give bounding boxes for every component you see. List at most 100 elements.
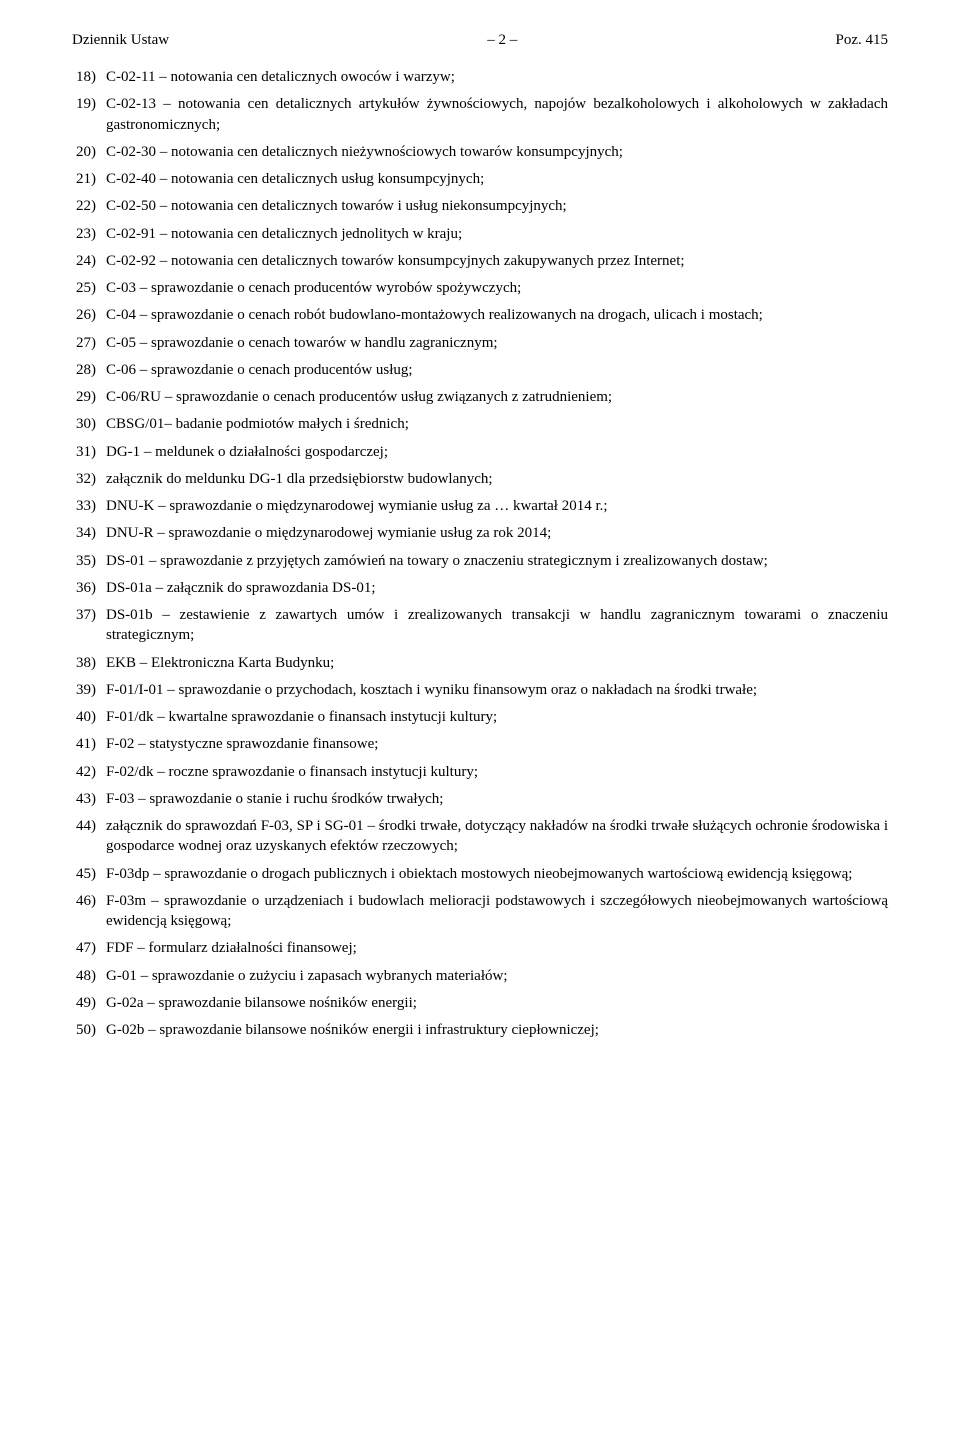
list-item: 23)C-02-91 – notowania cen detalicznych … [72, 224, 888, 244]
item-number: 20) [72, 142, 106, 162]
item-text: EKB – Elektroniczna Karta Budynku; [106, 653, 888, 673]
list-item: 29)C-06/RU – sprawozdanie o cenach produ… [72, 387, 888, 407]
item-text: DS-01b – zestawienie z zawartych umów i … [106, 605, 888, 646]
list-item: 41)F-02 – statystyczne sprawozdanie fina… [72, 734, 888, 754]
item-text: G-01 – sprawozdanie o zużyciu i zapasach… [106, 966, 888, 986]
item-number: 49) [72, 993, 106, 1013]
item-number: 48) [72, 966, 106, 986]
item-text: załącznik do sprawozdań F-03, SP i SG-01… [106, 816, 888, 857]
item-number: 39) [72, 680, 106, 700]
list-item: 20)C-02-30 – notowania cen detalicznych … [72, 142, 888, 162]
item-text: FDF – formularz działalności finansowej; [106, 938, 888, 958]
item-number: 27) [72, 333, 106, 353]
list-item: 21)C-02-40 – notowania cen detalicznych … [72, 169, 888, 189]
list-item: 33)DNU-K – sprawozdanie o międzynarodowe… [72, 496, 888, 516]
list-item: 26)C-04 – sprawozdanie o cenach robót bu… [72, 305, 888, 325]
item-number: 45) [72, 864, 106, 884]
item-number: 28) [72, 360, 106, 380]
item-text: załącznik do meldunku DG-1 dla przedsięb… [106, 469, 888, 489]
item-text: C-05 – sprawozdanie o cenach towarów w h… [106, 333, 888, 353]
item-number: 30) [72, 414, 106, 434]
item-number: 31) [72, 442, 106, 462]
list-item: 36)DS-01a – załącznik do sprawozdania DS… [72, 578, 888, 598]
list-item: 32)załącznik do meldunku DG-1 dla przeds… [72, 469, 888, 489]
item-number: 44) [72, 816, 106, 836]
list-item: 24)C-02-92 – notowania cen detalicznych … [72, 251, 888, 271]
list-item: 19)C-02-13 – notowania cen detalicznych … [72, 94, 888, 135]
list-item: 43)F-03 – sprawozdanie o stanie i ruchu … [72, 789, 888, 809]
list-item: 37)DS-01b – zestawienie z zawartych umów… [72, 605, 888, 646]
item-number: 29) [72, 387, 106, 407]
item-number: 32) [72, 469, 106, 489]
item-text: F-03m – sprawozdanie o urządzeniach i bu… [106, 891, 888, 932]
item-text: C-02-50 – notowania cen detalicznych tow… [106, 196, 888, 216]
item-text: C-02-92 – notowania cen detalicznych tow… [106, 251, 888, 271]
item-number: 36) [72, 578, 106, 598]
item-text: C-03 – sprawozdanie o cenach producentów… [106, 278, 888, 298]
item-text: DG-1 – meldunek o działalności gospodarc… [106, 442, 888, 462]
item-number: 38) [72, 653, 106, 673]
item-text: F-03dp – sprawozdanie o drogach publiczn… [106, 864, 888, 884]
list-item: 22)C-02-50 – notowania cen detalicznych … [72, 196, 888, 216]
list-item: 42)F-02/dk – roczne sprawozdanie o finan… [72, 762, 888, 782]
list-item: 34)DNU-R – sprawozdanie o międzynarodowe… [72, 523, 888, 543]
item-number: 21) [72, 169, 106, 189]
item-text: C-06/RU – sprawozdanie o cenach producen… [106, 387, 888, 407]
list-item: 31)DG-1 – meldunek o działalności gospod… [72, 442, 888, 462]
item-number: 34) [72, 523, 106, 543]
list-item: 44)załącznik do sprawozdań F-03, SP i SG… [72, 816, 888, 857]
list-item: 25)C-03 – sprawozdanie o cenach producen… [72, 278, 888, 298]
item-text: F-01/dk – kwartalne sprawozdanie o finan… [106, 707, 888, 727]
item-number: 50) [72, 1020, 106, 1040]
list-item: 28)C-06 – sprawozdanie o cenach producen… [72, 360, 888, 380]
item-text: C-02-11 – notowania cen detalicznych owo… [106, 67, 888, 87]
item-text: C-06 – sprawozdanie o cenach producentów… [106, 360, 888, 380]
item-text: C-02-40 – notowania cen detalicznych usł… [106, 169, 888, 189]
item-text: DS-01 – sprawozdanie z przyjętych zamówi… [106, 551, 888, 571]
item-number: 37) [72, 605, 106, 625]
items-list: 18)C-02-11 – notowania cen detalicznych … [72, 67, 888, 1040]
item-number: 22) [72, 196, 106, 216]
item-number: 40) [72, 707, 106, 727]
item-text: DNU-K – sprawozdanie o międzynarodowej w… [106, 496, 888, 516]
item-text: F-03 – sprawozdanie o stanie i ruchu śro… [106, 789, 888, 809]
item-number: 26) [72, 305, 106, 325]
item-number: 42) [72, 762, 106, 782]
item-text: F-02 – statystyczne sprawozdanie finanso… [106, 734, 888, 754]
item-number: 19) [72, 94, 106, 114]
item-number: 23) [72, 224, 106, 244]
item-text: C-02-13 – notowania cen detalicznych art… [106, 94, 888, 135]
item-number: 43) [72, 789, 106, 809]
list-item: 27)C-05 – sprawozdanie o cenach towarów … [72, 333, 888, 353]
item-number: 24) [72, 251, 106, 271]
item-number: 33) [72, 496, 106, 516]
item-text: F-01/I-01 – sprawozdanie o przychodach, … [106, 680, 888, 700]
list-item: 48)G-01 – sprawozdanie o zużyciu i zapas… [72, 966, 888, 986]
item-number: 25) [72, 278, 106, 298]
header-page-number: – 2 – [169, 32, 835, 49]
list-item: 18)C-02-11 – notowania cen detalicznych … [72, 67, 888, 87]
item-text: DNU-R – sprawozdanie o międzynarodowej w… [106, 523, 888, 543]
page-header: Dziennik Ustaw – 2 – Poz. 415 [72, 32, 888, 49]
list-item: 47)FDF – formularz działalności finansow… [72, 938, 888, 958]
list-item: 45)F-03dp – sprawozdanie o drogach publi… [72, 864, 888, 884]
item-text: F-02/dk – roczne sprawozdanie o finansac… [106, 762, 888, 782]
list-item: 38)EKB – Elektroniczna Karta Budynku; [72, 653, 888, 673]
item-number: 47) [72, 938, 106, 958]
item-text: DS-01a – załącznik do sprawozdania DS-01… [106, 578, 888, 598]
item-number: 35) [72, 551, 106, 571]
item-text: C-04 – sprawozdanie o cenach robót budow… [106, 305, 888, 325]
item-number: 46) [72, 891, 106, 911]
list-item: 35)DS-01 – sprawozdanie z przyjętych zam… [72, 551, 888, 571]
item-text: C-02-30 – notowania cen detalicznych nie… [106, 142, 888, 162]
item-text: CBSG/01– badanie podmiotów małych i śred… [106, 414, 888, 434]
item-text: G-02a – sprawozdanie bilansowe nośników … [106, 993, 888, 1013]
header-journal-name: Dziennik Ustaw [72, 32, 169, 49]
item-number: 41) [72, 734, 106, 754]
list-item: 49)G-02a – sprawozdanie bilansowe nośnik… [72, 993, 888, 1013]
item-text: G-02b – sprawozdanie bilansowe nośników … [106, 1020, 888, 1040]
list-item: 50)G-02b – sprawozdanie bilansowe nośnik… [72, 1020, 888, 1040]
item-text: C-02-91 – notowania cen detalicznych jed… [106, 224, 888, 244]
list-item: 30)CBSG/01– badanie podmiotów małych i ś… [72, 414, 888, 434]
list-item: 40)F-01/dk – kwartalne sprawozdanie o fi… [72, 707, 888, 727]
